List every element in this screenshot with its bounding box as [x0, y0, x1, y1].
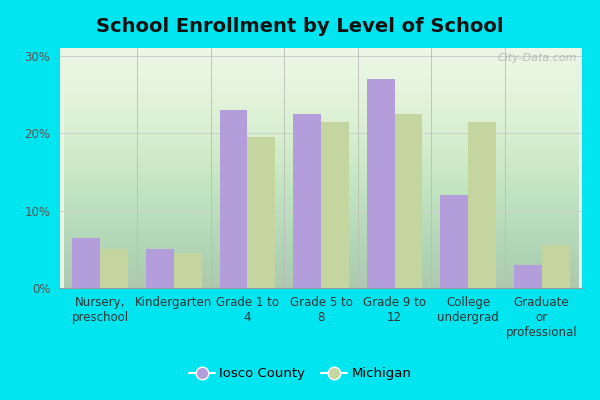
Bar: [542, 246, 569, 288]
Bar: [293, 114, 321, 288]
Bar: [247, 137, 275, 288]
Bar: [321, 122, 349, 288]
Text: School Enrollment by Level of School: School Enrollment by Level of School: [96, 16, 504, 36]
Bar: [146, 249, 174, 288]
Bar: [514, 265, 542, 288]
Bar: [174, 253, 202, 288]
Legend: Iosco County, Michigan: Iosco County, Michigan: [184, 362, 416, 386]
Bar: [367, 79, 395, 288]
Bar: [73, 238, 100, 288]
Bar: [440, 195, 468, 288]
Bar: [395, 114, 422, 288]
Text: City-Data.com: City-Data.com: [497, 53, 577, 63]
Bar: [100, 249, 128, 288]
Bar: [220, 110, 247, 288]
Bar: [468, 122, 496, 288]
